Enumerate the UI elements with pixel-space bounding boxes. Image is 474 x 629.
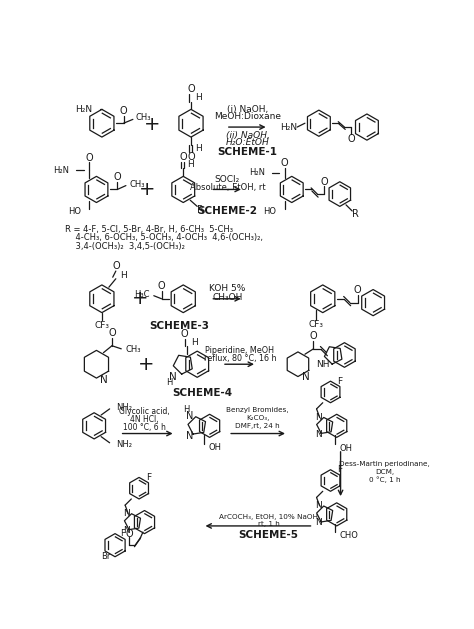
Text: SCHEME-3: SCHEME-3 — [149, 321, 210, 331]
Text: O: O — [187, 152, 195, 162]
Text: O: O — [281, 159, 289, 169]
Text: O: O — [158, 281, 165, 291]
Text: SCHEME-5: SCHEME-5 — [238, 530, 299, 540]
Text: H: H — [120, 271, 127, 280]
Text: O: O — [120, 106, 128, 116]
Text: Absolute, EtOH, rt: Absolute, EtOH, rt — [190, 182, 265, 192]
Text: rt, 1 h: rt, 1 h — [258, 521, 279, 527]
Text: HO: HO — [68, 206, 81, 216]
Text: NH₂: NH₂ — [116, 440, 132, 449]
Text: O: O — [86, 153, 93, 163]
Text: N: N — [315, 518, 321, 527]
Text: CH₃: CH₃ — [130, 179, 145, 189]
Text: O: O — [187, 84, 195, 94]
Text: H: H — [195, 93, 201, 103]
Text: MeOH:Dioxane: MeOH:Dioxane — [214, 112, 281, 121]
Text: Br: Br — [101, 552, 110, 561]
Text: F: F — [337, 465, 342, 474]
Text: +: + — [138, 180, 155, 199]
Text: H₃C: H₃C — [134, 291, 149, 299]
Text: N: N — [169, 372, 176, 382]
Text: +: + — [138, 355, 155, 374]
Text: +: + — [132, 289, 149, 308]
Text: N: N — [123, 526, 130, 535]
Text: CF₃: CF₃ — [308, 320, 323, 329]
Text: H: H — [166, 378, 173, 387]
Text: N: N — [302, 372, 310, 382]
Text: NH: NH — [316, 360, 329, 369]
Text: OH: OH — [339, 443, 352, 453]
Text: O: O — [310, 331, 317, 341]
Text: H₂N: H₂N — [53, 165, 69, 175]
Text: Piperidine, MeOH: Piperidine, MeOH — [205, 346, 274, 355]
Text: O: O — [108, 328, 116, 338]
Text: K₂CO₃,: K₂CO₃, — [246, 415, 269, 421]
Text: SCHEME-1: SCHEME-1 — [218, 147, 278, 157]
Text: CH₃OH: CH₃OH — [212, 292, 243, 302]
Text: R: R — [352, 209, 359, 219]
Text: DMF,rt, 24 h: DMF,rt, 24 h — [235, 423, 280, 429]
Text: +: + — [144, 115, 161, 134]
Text: O: O — [354, 286, 362, 295]
Text: H: H — [191, 338, 198, 347]
Text: O: O — [320, 177, 328, 187]
Text: N: N — [315, 413, 321, 422]
Text: SCHEME-4: SCHEME-4 — [173, 389, 233, 399]
Text: reflux, 80 °C, 16 h: reflux, 80 °C, 16 h — [203, 354, 276, 364]
Text: 100 °C, 6 h: 100 °C, 6 h — [123, 423, 166, 432]
Text: SCHEME-2: SCHEME-2 — [198, 206, 257, 216]
Text: Glycolic acid,: Glycolic acid, — [119, 408, 170, 416]
Text: CF₃: CF₃ — [94, 321, 109, 330]
Text: ArCOCH₃, EtOH, 10% NaOH: ArCOCH₃, EtOH, 10% NaOH — [219, 514, 318, 520]
Text: (i) NaOH,: (i) NaOH, — [227, 105, 268, 114]
Text: CH₃: CH₃ — [126, 345, 141, 354]
Text: H₂N: H₂N — [75, 105, 92, 114]
Text: O: O — [181, 329, 189, 339]
Text: O: O — [114, 172, 121, 182]
Text: F: F — [337, 377, 342, 386]
Text: H: H — [187, 160, 194, 169]
Text: N: N — [315, 430, 321, 439]
Text: 0 °C, 1 h: 0 °C, 1 h — [369, 476, 401, 483]
Text: 4-CH₃, 6-OCH₃, 5-OCH₃, 4-OCH₃  4,6-(OCH₃)₂,: 4-CH₃, 6-OCH₃, 5-OCH₃, 4-OCH₃ 4,6-(OCH₃)… — [65, 233, 264, 242]
Text: H: H — [183, 405, 190, 414]
Text: R = 4-F, 5-Cl, 5-Br, 4-Br, H, 6-CH₃  5-CH₃: R = 4-F, 5-Cl, 5-Br, 4-Br, H, 6-CH₃ 5-CH… — [65, 225, 234, 234]
Text: H₂N: H₂N — [280, 123, 297, 131]
Text: H₂O:EtOH: H₂O:EtOH — [226, 138, 269, 147]
Text: DCM,: DCM, — [375, 469, 394, 475]
Text: HO: HO — [263, 206, 276, 216]
Text: 4N HCl,: 4N HCl, — [130, 415, 159, 424]
Text: OH: OH — [208, 443, 221, 452]
Text: H: H — [195, 144, 201, 153]
Text: SOCl₂: SOCl₂ — [215, 175, 240, 184]
Text: O: O — [347, 133, 355, 143]
Text: N: N — [186, 431, 193, 441]
Text: N: N — [100, 375, 108, 384]
Text: Benzyl Bromides,: Benzyl Bromides, — [227, 408, 289, 413]
Text: CH₃: CH₃ — [136, 113, 152, 122]
Text: N: N — [186, 411, 193, 421]
Text: NH₂: NH₂ — [116, 403, 132, 412]
Text: KOH 5%: KOH 5% — [209, 284, 246, 293]
Text: H₂N: H₂N — [249, 168, 264, 177]
Text: O: O — [180, 152, 187, 162]
Text: O: O — [125, 528, 133, 538]
Text: (ii) NaOH,: (ii) NaOH, — [226, 131, 270, 140]
Text: R: R — [197, 205, 204, 215]
Text: O: O — [112, 260, 119, 270]
Text: N: N — [123, 509, 130, 518]
Text: N: N — [315, 501, 321, 510]
Text: F: F — [120, 529, 125, 538]
Text: CHO: CHO — [339, 532, 358, 540]
Text: 3,4-(OCH₃)₂  3,4,5-(OCH₃)₂: 3,4-(OCH₃)₂ 3,4,5-(OCH₃)₂ — [65, 242, 185, 251]
Text: F: F — [146, 473, 151, 482]
Text: Dess-Martin periodinane,: Dess-Martin periodinane, — [339, 461, 430, 467]
